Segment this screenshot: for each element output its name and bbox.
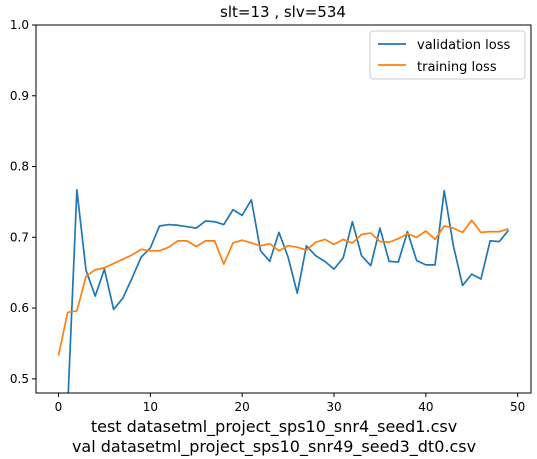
y-tick-label: 0.6: [10, 301, 29, 315]
chart-title: slt=13 , slv=534: [220, 3, 346, 21]
validation-loss-line: [67, 189, 510, 393]
caption-test-dataset: test datasetml_project_sps10_snr4_seed1.…: [91, 417, 457, 437]
x-tick-label: 10: [143, 400, 158, 414]
x-tick-label: 20: [235, 400, 250, 414]
x-tick-label: 30: [326, 400, 341, 414]
x-tick-label: 50: [510, 400, 525, 414]
x-tick-label: 40: [418, 400, 433, 414]
y-tick-label: 0.8: [10, 160, 29, 174]
legend-label-validation: validation loss: [417, 38, 510, 53]
legend: validation loss training loss: [369, 30, 526, 80]
series-layer: [57, 189, 510, 393]
caption-val-dataset: val datasetml_project_sps10_snr49_seed3_…: [72, 437, 476, 457]
x-tick-label: 0: [55, 400, 63, 414]
legend-label-training: training loss: [417, 60, 497, 75]
y-tick-label: 0.5: [10, 372, 29, 386]
y-axis-ticks: 0.5 0.6 0.7 0.8 0.9 1.0: [10, 18, 36, 386]
y-tick-label: 1.0: [10, 18, 29, 32]
legend-box: [369, 30, 526, 80]
y-tick-label: 0.9: [10, 89, 29, 103]
x-axis-ticks: 0 10 20 30 40 50: [55, 393, 525, 414]
training-loss-line: [57, 219, 509, 356]
plot-frame: [35, 24, 532, 394]
y-tick-label: 0.7: [10, 230, 29, 244]
